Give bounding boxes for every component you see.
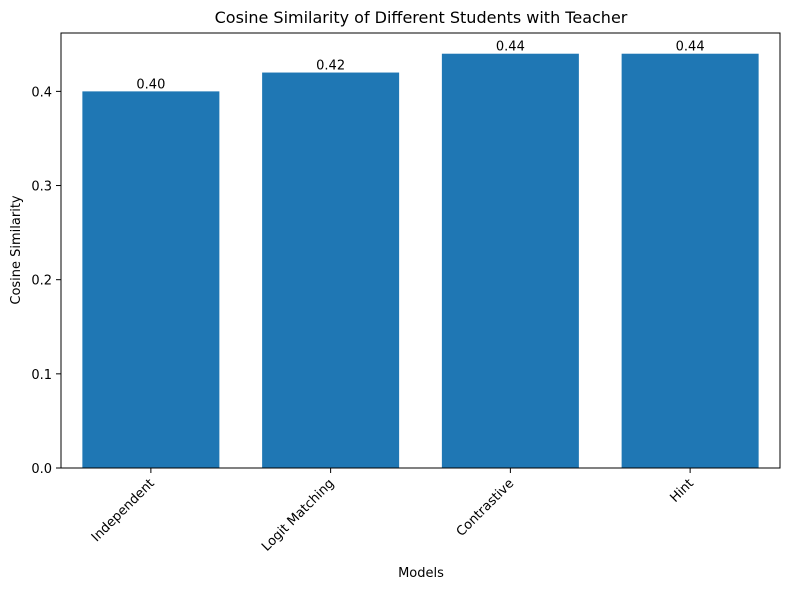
x-tick-label: Hint	[667, 476, 697, 506]
bar-logit-matching	[262, 72, 400, 468]
x-tick-label: Logit Matching	[259, 476, 337, 554]
x-tick-label: Independent	[89, 476, 158, 545]
x-tick-label: Contrastive	[454, 476, 518, 540]
y-axis-label: Cosine Similarity	[9, 195, 24, 305]
y-tick-label: 0.4	[31, 85, 52, 100]
data-label: 0.40	[136, 77, 165, 92]
x-axis: Independent Logit Matching Contrastive Hint	[89, 468, 697, 555]
y-tick-label: 0.0	[31, 462, 52, 477]
x-axis-label: Models	[398, 566, 444, 581]
chart-title: Cosine Similarity of Different Students …	[215, 8, 628, 27]
bar-contrastive	[441, 53, 579, 468]
bar-independent	[82, 91, 220, 469]
bars-group	[82, 53, 759, 469]
y-tick-label: 0.2	[31, 274, 52, 289]
y-axis: 0.0 0.1 0.2 0.3 0.4	[31, 85, 61, 477]
data-label: 0.42	[316, 59, 345, 74]
data-label: 0.44	[676, 40, 705, 55]
plot-frame	[60, 32, 781, 469]
data-label: 0.44	[496, 40, 525, 55]
y-tick-label: 0.3	[31, 180, 52, 195]
data-labels-group: 0.40 0.42 0.44 0.44	[136, 40, 704, 93]
y-tick-label: 0.1	[31, 368, 52, 383]
bar-hint	[621, 53, 759, 468]
